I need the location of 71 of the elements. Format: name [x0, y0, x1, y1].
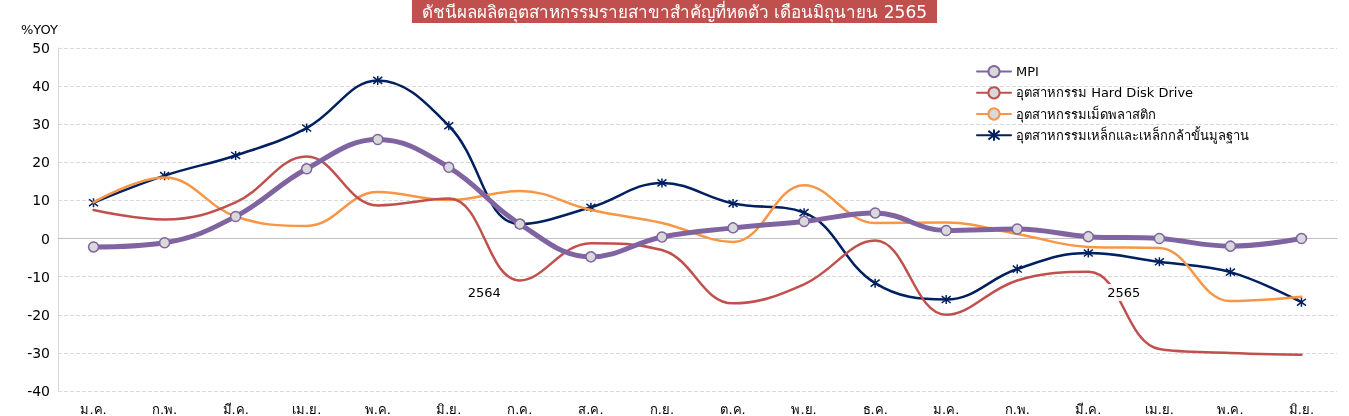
y-tick-label: 40 [32, 78, 50, 95]
x-tick-label: เม.ย. [1144, 402, 1174, 416]
point [1011, 223, 1023, 235]
y-tick-label: 0 [41, 230, 50, 247]
point [656, 177, 668, 189]
point [1154, 256, 1165, 268]
x-tick-label: มิ.ย. [436, 402, 462, 416]
y-tick-label: -10 [27, 268, 50, 285]
point [1153, 232, 1166, 245]
point [1295, 232, 1308, 245]
point [940, 294, 952, 305]
x-tick-label: พ.ค. [364, 402, 391, 416]
x-tick-label: พ.ค. [1217, 402, 1244, 416]
y-tick-label: -40 [27, 383, 50, 399]
point [301, 122, 312, 134]
legend-label: อุตสาหกรรมเม็ดพลาสติก [1016, 104, 1156, 123]
point [727, 222, 739, 234]
x-tick-label: มี.ค. [1075, 402, 1102, 416]
point [585, 202, 597, 213]
legend-label: อุตสาหกรรม Hard Disk Drive [1016, 85, 1194, 102]
point [1082, 230, 1095, 243]
chart-title: ดัชนีผลผลิตอุตสาหกรรมรายสาขาสำคัญที่หดตัว เดือนมิถุนายน 2565 [421, 0, 928, 23]
y-tick-label: 30 [32, 116, 50, 133]
point [656, 231, 668, 243]
x-tick-label: พ.ย. [791, 402, 817, 416]
y-tick-label: 20 [32, 154, 50, 171]
point [727, 198, 739, 209]
y-tick-label: 50 [32, 40, 50, 56]
point [1083, 247, 1094, 259]
point [869, 207, 881, 219]
point [1224, 240, 1237, 252]
point [1296, 296, 1307, 308]
point [229, 210, 242, 223]
point [798, 215, 810, 228]
y-tick-label: -30 [27, 344, 50, 361]
legend-label: MPI [1016, 64, 1039, 80]
point [1225, 266, 1236, 278]
x-tick-label: ก.ค. [507, 402, 533, 416]
point [372, 133, 384, 146]
x-tick-label: ม.ค. [933, 402, 960, 416]
x-tick-label: ธ.ค. [862, 402, 888, 416]
line-series [92, 155, 1303, 357]
x-tick-label: ส.ค. [578, 402, 604, 416]
point [300, 163, 313, 175]
point [940, 224, 952, 237]
point [443, 161, 455, 174]
x-tick-label: ต.ค. [720, 402, 746, 416]
annotation: 2564 [467, 285, 501, 301]
y-tick-label: -20 [27, 306, 50, 323]
line-series [92, 176, 1303, 303]
point [87, 241, 100, 253]
x-tick-label: ก.พ. [151, 402, 178, 416]
point [869, 277, 881, 289]
legend-label: อุตสาหกรรมเหล็กและเหล็กกล้าขั้นมูลฐาน [1016, 125, 1249, 144]
point [372, 75, 383, 86]
annotation: 2565 [1107, 285, 1141, 301]
point [1012, 263, 1023, 275]
point [798, 207, 810, 218]
point [585, 251, 597, 263]
point [158, 237, 171, 249]
point [159, 170, 170, 181]
x-tick-label: เม.ย. [292, 402, 322, 416]
x-tick-label: ก.ย. [649, 402, 675, 416]
point [230, 150, 241, 161]
x-tick-label: มี.ค. [222, 402, 249, 416]
y-axis-title: %YOY [20, 22, 59, 37]
point [443, 120, 455, 131]
x-tick-label: ก.พ. [1004, 402, 1030, 416]
x-tick-label: มิ.ย. [1288, 402, 1315, 416]
x-tick-label: ม.ค. [80, 402, 107, 416]
y-tick-label: 10 [32, 192, 50, 209]
